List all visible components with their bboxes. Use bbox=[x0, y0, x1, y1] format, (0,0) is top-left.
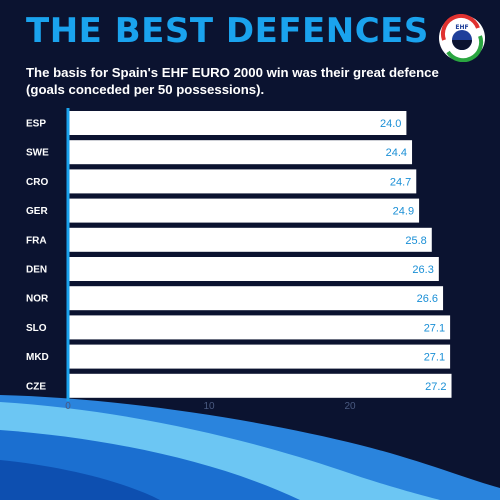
chart-title: THE BEST DEFENCES bbox=[26, 11, 429, 51]
bar-nor bbox=[68, 286, 444, 311]
logo-text: EHF bbox=[455, 24, 468, 31]
bar-den bbox=[68, 257, 439, 281]
value-label-mkd: 27.1 bbox=[424, 352, 445, 364]
bar-swe bbox=[68, 140, 413, 165]
value-label-den: 26.3 bbox=[412, 264, 433, 276]
value-label-esp: 24.0 bbox=[380, 118, 401, 130]
x-tick-10: 10 bbox=[203, 401, 215, 412]
chart-subtitle: The basis for Spain's EHF EURO 2000 win … bbox=[26, 65, 439, 97]
bar-mkd bbox=[68, 344, 451, 369]
wave-deep bbox=[0, 460, 160, 500]
bar-cro bbox=[68, 169, 417, 194]
bar-ger bbox=[68, 198, 420, 223]
value-label-nor: 26.6 bbox=[417, 293, 438, 305]
category-label-den: DEN bbox=[26, 265, 47, 276]
category-label-ger: GER bbox=[26, 206, 48, 217]
bar-esp bbox=[68, 111, 407, 135]
category-label-slo: SLO bbox=[26, 323, 47, 334]
value-label-fra: 25.8 bbox=[405, 235, 426, 247]
value-label-cro: 24.7 bbox=[390, 176, 411, 188]
category-label-mkd: MKD bbox=[26, 352, 49, 363]
category-label-fra: FRA bbox=[26, 235, 47, 246]
x-tick-0: 0 bbox=[65, 401, 71, 412]
x-tick-labels: 0 10 20 bbox=[65, 401, 356, 412]
value-label-ger: 24.9 bbox=[393, 206, 414, 218]
x-tick-20: 20 bbox=[344, 401, 356, 412]
bar-fra bbox=[68, 227, 432, 252]
category-label-nor: NOR bbox=[26, 294, 49, 305]
category-label-cze: CZE bbox=[26, 381, 46, 392]
value-label-swe: 24.4 bbox=[386, 147, 407, 159]
ehf-euro-logo-icon: EHF bbox=[439, 14, 485, 62]
bar-cze bbox=[68, 373, 452, 398]
bar-slo bbox=[68, 315, 451, 340]
value-label-slo: 27.1 bbox=[424, 322, 445, 334]
decorative-waves bbox=[0, 395, 500, 500]
value-label-cze: 27.2 bbox=[425, 381, 446, 393]
bars-group: ESP 24.0 SWE 24.4 CRO 24.7 GER 24.9 FRA 25.8 DEN 26… bbox=[26, 111, 452, 398]
category-label-swe: SWE bbox=[26, 148, 49, 159]
category-label-esp: ESP bbox=[26, 119, 46, 130]
category-label-cro: CRO bbox=[26, 177, 48, 188]
